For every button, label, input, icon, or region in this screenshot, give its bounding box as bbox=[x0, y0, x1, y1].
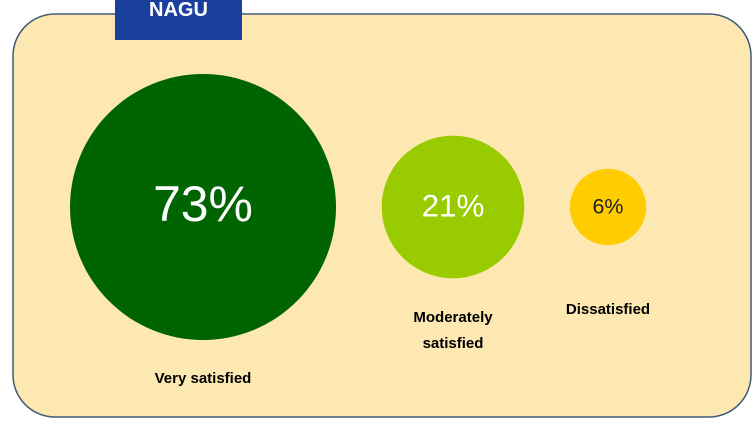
bubble bbox=[381, 135, 525, 279]
bubble bbox=[569, 168, 647, 246]
category-label: Very satisfied bbox=[154, 370, 252, 387]
category-label: Dissatisfied bbox=[565, 301, 651, 318]
category-label: Moderately satisfied bbox=[413, 309, 493, 352]
chart-title: NAGU bbox=[115, 0, 242, 40]
value-label: 73% bbox=[153, 176, 253, 232]
bubble bbox=[70, 74, 336, 340]
value-label: 6% bbox=[593, 195, 624, 219]
value-label: 21% bbox=[422, 188, 485, 223]
